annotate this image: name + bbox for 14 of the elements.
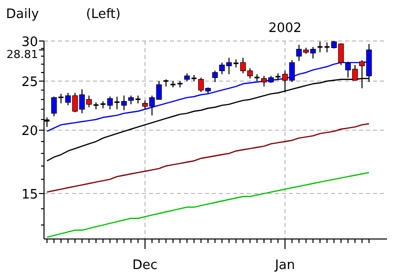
line-series xyxy=(46,123,370,193)
y-tick-label: 20 xyxy=(21,124,38,140)
y-tick-label: 30 xyxy=(21,35,38,50)
candlestick xyxy=(212,70,218,83)
text: 2002 xyxy=(268,21,302,36)
y-tick-label: 25 xyxy=(21,75,38,90)
y-tick-label: 15 xyxy=(21,188,38,203)
line-series xyxy=(46,172,370,238)
y-tick-label: 28.81 xyxy=(6,48,38,61)
chart-subtitle: (Left) xyxy=(86,7,121,22)
x-tick-label: Jan xyxy=(274,258,296,273)
candlestick xyxy=(318,41,322,53)
chart-title: Daily xyxy=(6,7,40,22)
x-tick-label: Dec xyxy=(132,258,158,273)
